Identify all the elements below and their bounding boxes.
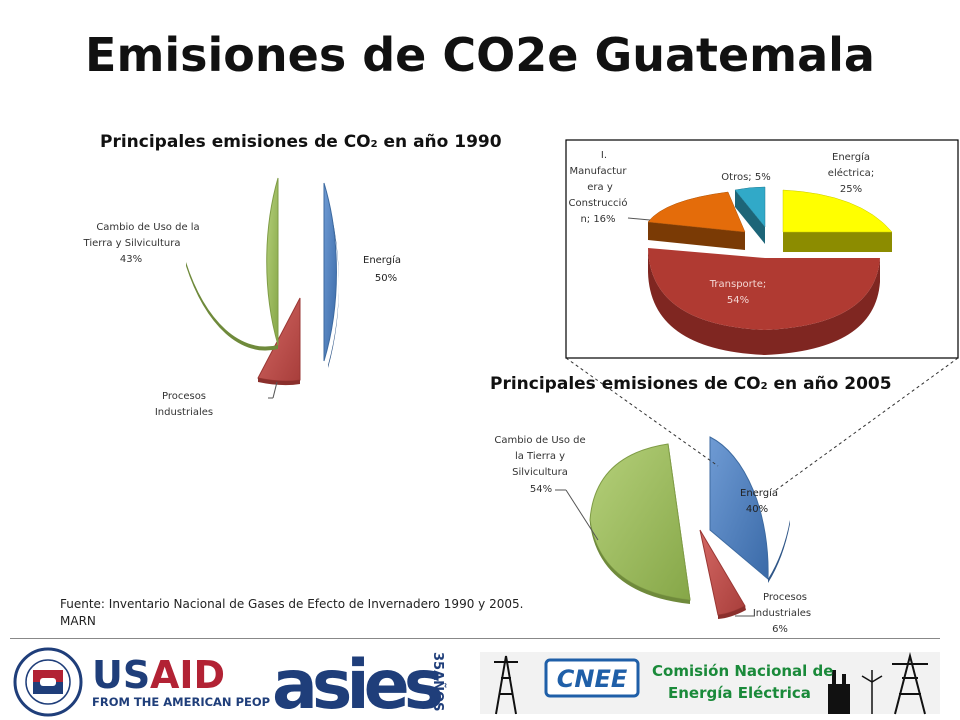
footer-logos: US AID FROM THE AMERICAN PEOPLE asies 35… (13, 646, 940, 718)
breakdown-otros-side (735, 190, 765, 244)
pie-2005-energia-label: Energía (740, 487, 778, 499)
breakdown-slice-transporte (648, 248, 880, 330)
chart-1990-title: Principales emisiones de CO2 en año 1990 (100, 132, 502, 152)
pie-2005-cambio-leader-b (565, 489, 599, 541)
breakdown-transporte-label: Transporte; (709, 279, 766, 290)
breakdown-manufactura-label-4: Construcció (569, 197, 628, 209)
breakdown-otros-label: Otros; 5% (721, 172, 770, 183)
breakdown-manufactura-leader (627, 217, 651, 221)
breakdown-eelectrica-side (783, 232, 892, 252)
pie-2005-procesos-shadow (718, 606, 746, 619)
usaid-logo: US AID FROM THE AMERICAN PEOPLE (13, 647, 285, 717)
usaid-tagline: FROM THE AMERICAN PEOPLE (92, 695, 285, 709)
cnee-logo-icon: CNEE (544, 658, 640, 698)
pie-1990-cambio-label-1: Cambio de Uso de la (96, 222, 199, 233)
breakdown-eelectrica-pct: 25% (840, 184, 862, 195)
tower-right-icon (892, 652, 928, 715)
pie-1990-energia-label: Energía (363, 254, 401, 266)
page-title: Emisiones de CO2e Guatemala (85, 28, 875, 82)
breakdown-slice-manufactura (647, 191, 746, 233)
energy-breakdown: Energía eléctrica; 25% Otros; 5% I. Manu… (565, 139, 959, 491)
connector-left (565, 357, 719, 467)
pie-1990: Energía 50% Cambio de Uso de la Tierra y… (83, 177, 401, 418)
pie-2005-cambio-label-3: Silvicultura (512, 467, 568, 478)
tower-left-icon (494, 655, 518, 715)
pie-2005-procesos-pct: 6% (772, 624, 788, 635)
breakdown-slice-eelectrica (782, 189, 893, 233)
breakdown-transporte-pct: 54% (727, 295, 749, 306)
pie-2005-cambio-label-2: la Tierra y (515, 451, 565, 462)
wind-turbine-icon (861, 670, 883, 714)
pie-1990-procesos-label-2: Industriales (155, 407, 213, 418)
factory-icon (828, 670, 850, 714)
breakdown-transporte-side (648, 248, 880, 355)
cnee-logo: CNEE Comisión Nacional de Energía Eléctr… (480, 652, 940, 715)
breakdown-manufactura-label-3: era y (587, 182, 613, 193)
pie-1990-procesos-label-1: Procesos (162, 391, 206, 402)
pie-2005-cambio-body (589, 443, 691, 601)
asies-logo-icon: asies (272, 646, 442, 718)
breakdown-manufactura-side (648, 222, 745, 250)
pie-1990-slice-cambio (266, 177, 279, 346)
footer-divider (10, 638, 940, 639)
usaid-wordmark-aid: AID (150, 653, 225, 697)
source-note: Fuente: Inventario Nacional de Gases de … (60, 597, 524, 628)
chart-2005-title: Principales emisiones de CO2 en año 2005 (490, 374, 892, 394)
breakdown-manufactura-label-1: I. (601, 150, 607, 161)
pie-2005-energia-pct: 40% (746, 504, 768, 515)
pie-1990-slice-procesos (257, 297, 301, 382)
breakdown-manufactura-label-5: n; 16% (580, 214, 615, 225)
charts-canvas: Energía 50% Cambio de Uso de la Tierra y… (83, 139, 959, 635)
breakdown-slice-otros (734, 186, 766, 228)
cnee-abbr: CNEE (557, 665, 628, 693)
pie-1990-cambio-shadow (186, 262, 278, 351)
breakdown-manufactura-label-2: Manufactur (570, 166, 628, 177)
breakdown-eelectrica-label-1: Energía (832, 151, 870, 163)
usaid-wordmark-us: US (92, 653, 150, 697)
pie-2005-slice-energia (709, 436, 769, 581)
connector-right (775, 357, 959, 491)
pie-2005-cambio-shadow (590, 520, 690, 604)
pie-1990-energia-pct: 50% (375, 273, 397, 284)
pie-1990-procesos-leader (272, 381, 278, 399)
pie-1990-cambio-label-2: Tierra y Silvicultura (83, 238, 181, 249)
pie-2005-cambio-pct: 54% (530, 484, 552, 495)
pie-1990-procesos-shadow (258, 378, 300, 386)
pie-2005-energia-shadow (768, 520, 790, 583)
pie-2005-procesos-label-2: Industriales (753, 608, 811, 619)
cnee-line1: Comisión Nacional de (652, 662, 833, 680)
cnee-line2: Energía Eléctrica (668, 684, 811, 702)
pie-2005-procesos-label-1: Procesos (763, 592, 807, 603)
pie-1990-cambio-pct: 43% (120, 254, 142, 265)
asies-logo: asies 35AÑOS (270, 646, 448, 718)
pie-2005-cambio-label-1: Cambio de Uso de (494, 435, 585, 446)
asies-years: 35AÑOS (430, 652, 446, 711)
pie-1990-slice-energia (323, 182, 337, 362)
breakdown-eelectrica-label-2: eléctrica; (828, 167, 874, 179)
pie-2005: Energía 40% Cambio de Uso de la Tierra y… (494, 435, 811, 635)
